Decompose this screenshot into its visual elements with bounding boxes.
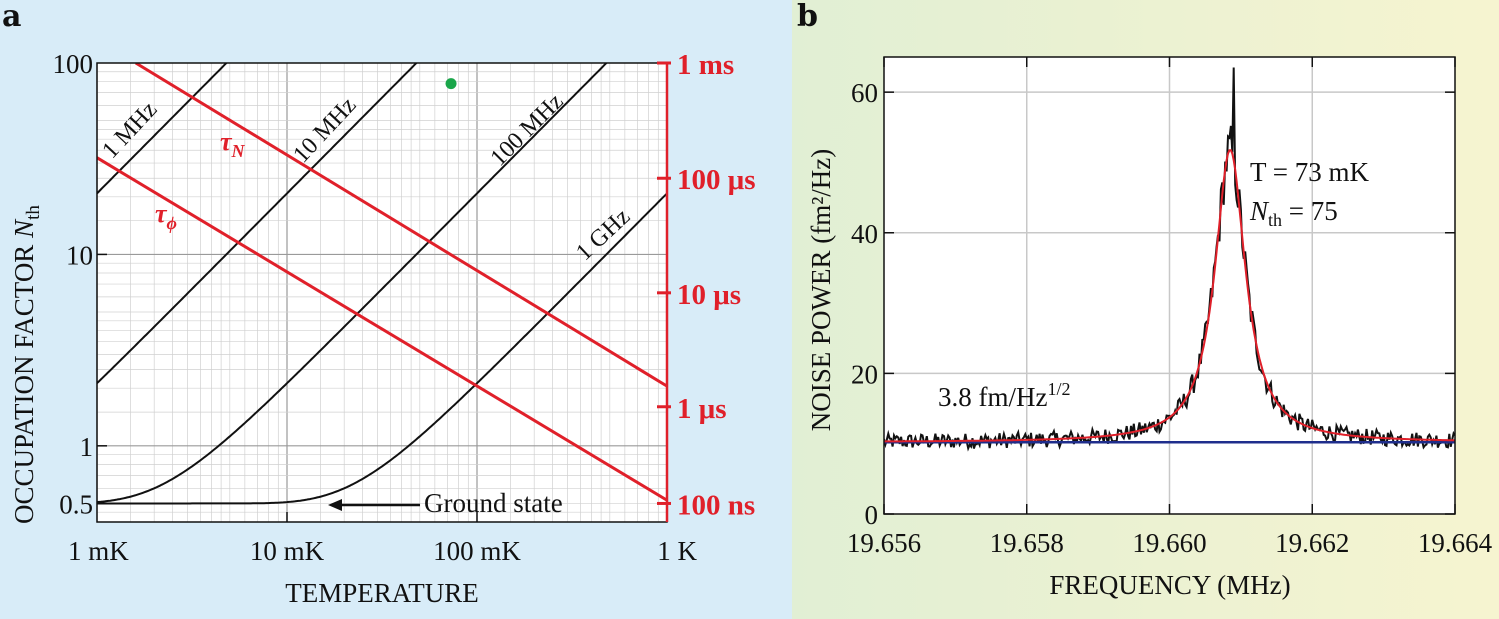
- decoherence-lines: [97, 63, 667, 502]
- y2-tick-label: 10 μs: [677, 279, 741, 311]
- x-tick-label: 19.658: [990, 528, 1064, 558]
- measured-spectrum: [884, 67, 1455, 452]
- y-axis-title: OCCUPATION FACTOR Nth: [9, 205, 44, 524]
- y-tick-label: 0: [865, 500, 879, 530]
- x-tick-label: 19.662: [1275, 528, 1349, 558]
- y-tick-label: 100: [53, 49, 94, 79]
- noise-floor-label: 3.8 fm/Hz1/2: [938, 379, 1071, 412]
- temperature-label: T = 73 mK: [1250, 157, 1369, 187]
- x-tick-label: 19.656: [847, 528, 921, 558]
- y-tick-label: 0.5: [59, 489, 93, 519]
- ground-state-arrowhead: [328, 499, 342, 511]
- ticks-a: [97, 253, 478, 522]
- y-tick-label: 60: [851, 78, 878, 108]
- y-tick-label: 20: [851, 359, 878, 389]
- panel-a-chart: 1 mK 10 mK 100 mK 1 K 0.5 1 10 100 1 ms 100 μs 10 …: [9, 49, 755, 608]
- ticks-b: [883, 57, 1456, 515]
- x-tick-label: 10 mK: [250, 536, 325, 566]
- temperature-marker: [445, 78, 457, 90]
- lorentzian-fit: [884, 149, 1455, 443]
- labels-b: 19.656 19.658 19.660 19.662 19.664 0 20 40 60 FRE…: [806, 78, 1493, 600]
- y2-tick-label: 100 μs: [677, 164, 755, 196]
- x-tick-label: 19.660: [1132, 528, 1206, 558]
- x-tick-label: 1 mK: [68, 536, 129, 566]
- occupation-curve: [97, 63, 608, 504]
- decoherence-line: [135, 63, 667, 388]
- x-tick-label: 100 mK: [433, 536, 521, 566]
- y2-tick-label: 1 ms: [677, 49, 734, 81]
- x-axis-title: TEMPERATURE: [285, 578, 479, 608]
- tau-label: τϕ: [155, 199, 177, 233]
- panel-label-b: b: [797, 0, 818, 34]
- y2-tick-label: 100 ns: [677, 489, 755, 521]
- grid-a: [96, 63, 667, 523]
- ground-state-label: Ground state: [424, 488, 563, 518]
- y-tick-label: 10: [66, 240, 93, 270]
- occupation-curve: [97, 192, 667, 505]
- y-axis-title: NOISE POWER (fm²/Hz): [806, 149, 836, 432]
- y-tick-label: 40: [851, 219, 878, 249]
- occupation-label: Nth = 75: [1249, 196, 1338, 230]
- y-tick-label: 1: [80, 432, 94, 462]
- x-tick-label: 1 K: [657, 536, 697, 566]
- panel-b-chart: 19.656 19.658 19.660 19.662 19.664 0 20 40 60 FRE…: [806, 56, 1493, 600]
- panel-label-a: a: [2, 0, 21, 34]
- y2-tick-label: 1 μs: [677, 393, 726, 425]
- occupation-curve: [97, 63, 418, 384]
- tau-label: τN: [220, 127, 246, 161]
- plot-area-a: [97, 63, 667, 522]
- x-tick-label: 19.664: [1418, 528, 1493, 558]
- x-axis-title: FREQUENCY (MHz): [1049, 570, 1290, 600]
- decoherence-line: [97, 156, 667, 502]
